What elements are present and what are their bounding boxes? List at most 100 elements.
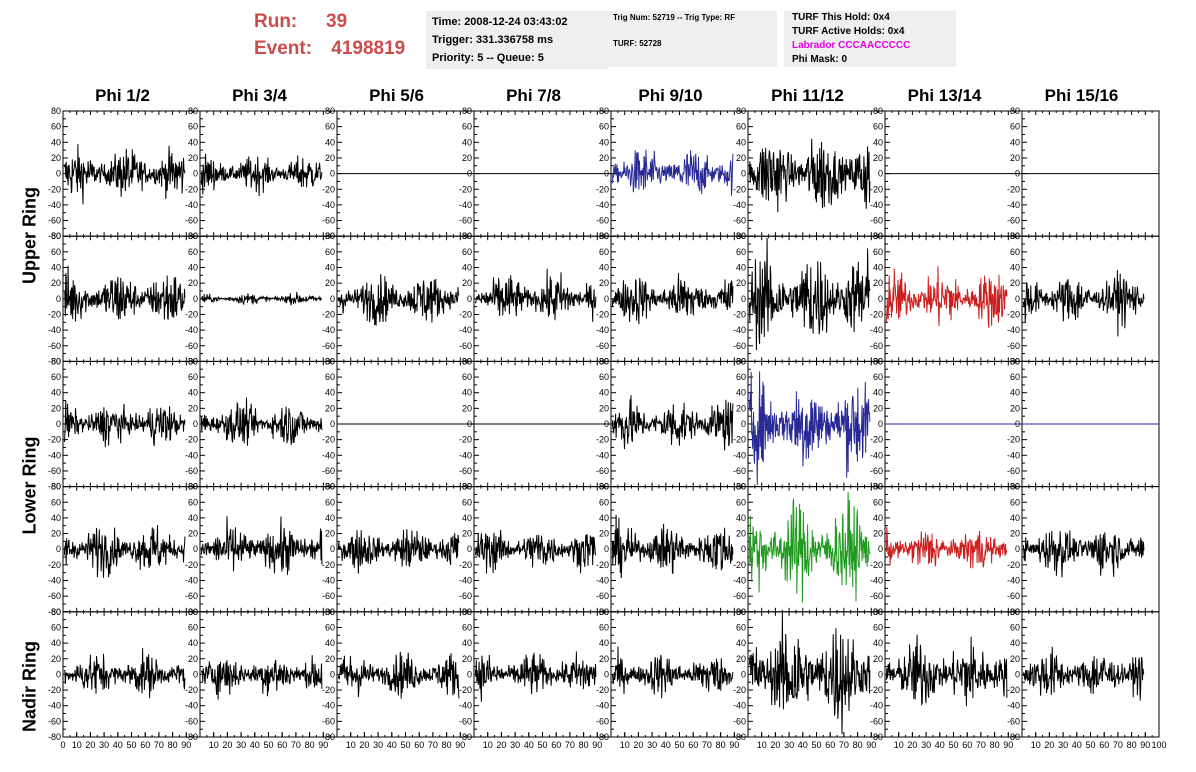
waveform-trace [63,144,186,205]
x-tick-label: 10 [757,740,767,750]
x-tick-label: 80 [853,740,863,750]
x-tick-label: 70 [565,740,575,750]
y-tick-label: -20 [322,309,335,319]
y-tick-label: -60 [870,466,883,476]
waveform-trace [611,273,734,325]
x-tick-label: 70 [702,740,712,750]
y-tick-label: 60 [736,247,746,257]
y-tick-label: 80 [599,607,609,617]
y-tick-label: 0 [1015,669,1020,679]
y-tick-label: 20 [1010,153,1020,163]
x-tick-label: 20 [496,740,506,750]
y-tick-label: -20 [870,435,883,445]
phi-title-2: Phi 3/4 [232,86,287,105]
x-tick-label: 40 [661,740,671,750]
y-tick-label: 80 [599,106,609,116]
trig-info-box: Trig Num: 52719 -- Trig Type: RF TURF: 5… [605,11,777,67]
y-tick-label: 80 [325,356,335,366]
y-tick-label: -40 [322,200,335,210]
y-tick-label: -40 [48,701,61,711]
x-tick-label: 90 [866,740,876,750]
y-tick-label: 60 [188,247,198,257]
y-tick-label: -20 [596,184,609,194]
y-tick-label: -60 [1007,591,1020,601]
waveform-trace [1022,646,1145,701]
y-tick-label: -80 [185,732,198,742]
y-tick-label: -40 [185,450,198,460]
y-tick-label: -80 [459,732,472,742]
y-tick-label: -40 [870,576,883,586]
y-tick-label: -40 [1007,200,1020,210]
y-tick-label: 0 [330,669,335,679]
y-tick-label: -40 [322,325,335,335]
waveform-trace [200,153,323,197]
y-tick-label: -20 [48,309,61,319]
x-tick-label: 30 [784,740,794,750]
x-tick-label: 40 [798,740,808,750]
y-tick-label: 20 [51,278,61,288]
y-tick-label: 20 [599,403,609,413]
run-line: Run: 39 [254,8,405,35]
x-tick-label: 60 [962,740,972,750]
y-tick-label: -40 [459,200,472,210]
y-tick-label: 40 [325,513,335,523]
panel-r1-c1: 80 60 40 20 0 -20 -40 -60 -80 [48,106,201,241]
y-tick-label: 0 [330,169,335,179]
y-tick-label: 80 [736,607,746,617]
y-tick-label: 40 [736,137,746,147]
y-tick-label: 60 [51,122,61,132]
y-tick-label: 20 [736,153,746,163]
y-tick-label: -60 [185,341,198,351]
y-tick-label: 20 [51,529,61,539]
x-tick-label: 70 [1113,740,1123,750]
y-tick-label: -40 [185,576,198,586]
y-tick-label: 60 [736,622,746,632]
x-tick-label: 60 [1099,740,1109,750]
panel-r4-c1: 80 60 40 20 0 -20 -40 -60 -80 [48,482,201,617]
y-tick-label: 20 [325,654,335,664]
y-tick-label: 80 [873,356,883,366]
y-tick-label: 80 [599,482,609,492]
y-tick-label: 0 [604,169,609,179]
y-tick-label: 40 [599,513,609,523]
waveform-trace [611,646,734,699]
run-label: Run: [254,11,298,32]
x-tick-label: 80 [168,740,178,750]
x-tick-label: 80 [1127,740,1137,750]
x-tick-label: 20 [907,740,917,750]
y-tick-label: 0 [604,419,609,429]
y-tick-label: 80 [51,106,61,116]
y-tick-label: 80 [1010,482,1020,492]
x-tick-label: 80 [305,740,315,750]
turf-active-line: TURF Active Holds: 0x4 [792,26,905,37]
y-tick-label: 0 [467,169,472,179]
y-tick-label: 40 [873,513,883,523]
y-tick-label: 60 [599,247,609,257]
y-tick-label: 60 [188,372,198,382]
y-tick-label: -60 [459,591,472,601]
y-tick-label: -20 [596,685,609,695]
y-tick-label: 0 [878,669,883,679]
y-tick-label: -60 [185,716,198,726]
y-tick-label: -20 [185,435,198,445]
y-tick-label: -40 [459,325,472,335]
y-tick-label: 40 [462,263,472,273]
x-tick-label: 30 [99,740,109,750]
x-tick-label: 50 [126,740,136,750]
y-tick-label: 0 [467,544,472,554]
y-tick-label: 40 [736,638,746,648]
waveform-trace [200,516,323,575]
y-tick-label: 60 [51,622,61,632]
y-tick-label: -60 [322,591,335,601]
y-tick-label: -60 [1007,716,1020,726]
y-tick-label: 60 [51,497,61,507]
